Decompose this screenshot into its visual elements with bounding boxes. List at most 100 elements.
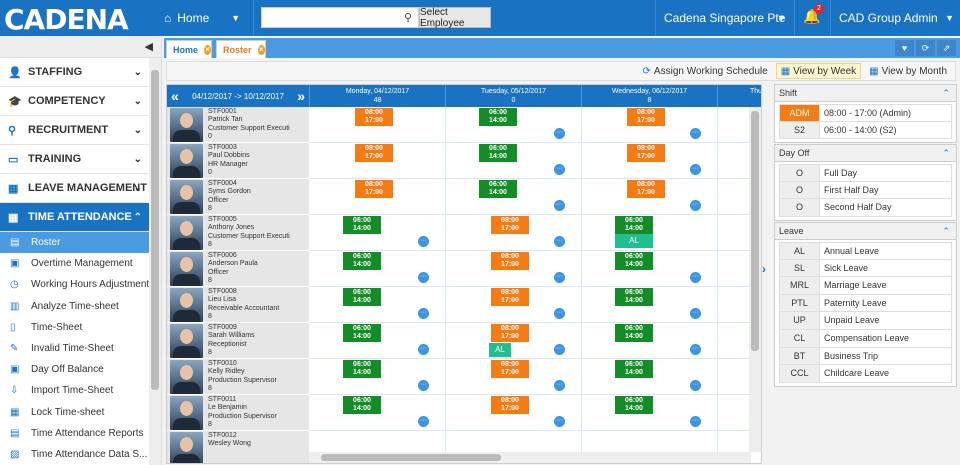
leave-row[interactable]: AL Annual Leave — [779, 242, 952, 260]
grid-horizontal-scrollbar[interactable] — [309, 452, 751, 463]
more-options-icon[interactable]: ··· — [690, 344, 701, 355]
leave-row[interactable]: MRL Marriage Leave — [779, 277, 952, 295]
sidebar-item-time-sheet[interactable]: ▯ Time-Sheet — [10, 321, 83, 333]
employee-row[interactable]: STF0005 Anthony Jones Customer Support Exe… — [167, 215, 309, 251]
shift-block[interactable]: 08:00 17:00 — [491, 252, 529, 270]
leave-row[interactable]: BT Business Trip — [779, 347, 952, 366]
more-options-icon[interactable]: ··· — [690, 272, 701, 283]
more-options-icon[interactable]: ··· — [554, 128, 565, 139]
employee-row[interactable]: STF0009 Sarah Williams Receptionist 8 — [167, 323, 309, 359]
more-options-icon[interactable]: ··· — [690, 416, 701, 427]
tab-roster[interactable]: Roster × — [216, 40, 266, 58]
more-options-icon[interactable]: ··· — [418, 344, 429, 355]
employee-row[interactable]: STF0008 Lieu Lisa Receivable Accountant 8 — [167, 287, 309, 323]
more-options-icon[interactable]: ··· — [554, 272, 565, 283]
chevron-right-icon[interactable]: › — [762, 262, 766, 276]
shift-block[interactable]: 08:00 17:00 — [627, 180, 665, 198]
shift-block[interactable]: 08:00 17:00 — [355, 108, 393, 126]
more-options-icon[interactable]: ··· — [418, 308, 429, 319]
employee-search-input[interactable]: ⚲ — [261, 7, 419, 28]
sidebar-item-invalid-time-sheet[interactable]: ✎ Invalid Time-Sheet — [10, 343, 114, 355]
shift-block[interactable]: 06:00 14:00 — [615, 396, 653, 414]
more-options-icon[interactable]: ··· — [554, 380, 565, 391]
sidebar-section-staffing[interactable]: 👤 STAFFING ⌄ — [0, 58, 150, 87]
more-options-icon[interactable]: ··· — [418, 236, 429, 247]
shift-block[interactable]: 08:00 17:00 — [491, 288, 529, 306]
employee-row[interactable]: STF0001 Patrick Tan Customer Support Execu… — [167, 107, 309, 143]
shift-block[interactable]: 06:00 14:00 — [479, 108, 517, 126]
shift-block[interactable]: 08:00 17:00 — [355, 180, 393, 198]
shift-block[interactable]: 08:00 17:00 — [355, 144, 393, 162]
chevron-up-icon[interactable]: ⌃ — [942, 226, 950, 236]
more-options-icon[interactable]: ··· — [554, 344, 565, 355]
cadena-logo[interactable]: CADENA — [4, 3, 129, 36]
sidebar-item-time-attendance-reports[interactable]: ▤ Time Attendance Reports — [10, 427, 144, 439]
shift-block[interactable]: 06:00 14:00 — [479, 180, 517, 198]
tab-home[interactable]: Home × — [166, 40, 212, 58]
more-options-icon[interactable]: ··· — [418, 416, 429, 427]
assign-working-schedule-button[interactable]: ⟳ Assign Working Schedule — [642, 65, 768, 77]
shift-block[interactable]: 06:00 14:00 — [343, 288, 381, 306]
sidebar-item-time-attendance-data[interactable]: ▨ Time Attendance Data S... — [10, 448, 148, 460]
grid-vertical-scroll-thumb[interactable] — [751, 111, 759, 351]
more-options-icon[interactable]: ··· — [690, 164, 701, 175]
shift-block[interactable]: 08:00 17:00 — [491, 324, 529, 342]
leave-row[interactable]: PTL Paternity Leave — [779, 294, 952, 313]
sidebar-item-analyze-time-sheet[interactable]: ▥ Analyze Time-sheet — [10, 300, 119, 312]
shift-block[interactable]: 06:00 14:00 — [615, 216, 653, 234]
shift-block[interactable]: 08:00 17:00 — [627, 108, 665, 126]
sidebar-item-overtime-management[interactable]: ▣ Overtime Management — [10, 258, 133, 270]
annual-leave-marker[interactable]: AL — [489, 343, 511, 357]
day-off-panel-header[interactable]: Day Off ⌃ — [775, 145, 956, 162]
refresh-icon[interactable]: ⟳ — [916, 40, 935, 56]
more-options-icon[interactable]: ··· — [418, 380, 429, 391]
more-options-icon[interactable]: ··· — [554, 236, 565, 247]
day-off-row[interactable]: O Second Half Day — [779, 199, 952, 217]
annual-leave-marker[interactable]: AL — [615, 234, 653, 248]
employee-row[interactable]: STF0010 Kelly Ridley Production Supervisor… — [167, 359, 309, 395]
shift-panel-header[interactable]: Shift ⌃ — [775, 85, 956, 102]
grid-vertical-scrollbar[interactable] — [749, 107, 761, 452]
employee-row[interactable]: STF0012 Wesley Wong — [167, 431, 309, 463]
employee-row[interactable]: STF0003 Paul Dobbins HR Manager 0 — [167, 143, 309, 179]
shift-block[interactable]: 08:00 17:00 — [491, 360, 529, 378]
previous-week-icon[interactable]: « — [171, 88, 179, 104]
shift-block[interactable]: 08:00 17:00 — [491, 396, 529, 414]
chevron-up-icon[interactable]: ⌃ — [942, 148, 950, 158]
sidebar-section-leave-management[interactable]: ▦ LEAVE MANAGEMENT ⌄ — [0, 174, 150, 203]
company-selector[interactable]: Cadena Singapore Pte ▼ — [655, 0, 795, 36]
shift-block[interactable]: 06:00 14:00 — [615, 288, 653, 306]
close-icon[interactable]: × — [204, 44, 211, 55]
more-options-icon[interactable]: ··· — [690, 128, 701, 139]
sidebar-section-recruitment[interactable]: ⚲ RECRUITMENT ⌄ — [0, 116, 150, 145]
more-options-icon[interactable]: ··· — [690, 380, 701, 391]
sidebar-item-import-time-sheet[interactable]: ⇩ Import Time-Sheet — [10, 385, 114, 397]
sidebar-item-working-hours-adjustment[interactable]: ◷ Working Hours Adjustment — [10, 279, 150, 291]
shift-block[interactable]: 06:00 14:00 — [479, 144, 517, 162]
employee-row[interactable]: STF0006 Anderson Paula Officer 8 — [167, 251, 309, 287]
more-options-icon[interactable]: ··· — [418, 272, 429, 283]
heart-icon[interactable]: ♥ — [895, 40, 914, 56]
grid-horizontal-scroll-thumb[interactable] — [321, 454, 501, 461]
shift-block[interactable]: 06:00 14:00 — [343, 252, 381, 270]
day-off-row[interactable]: O First Half Day — [779, 181, 952, 200]
sidebar-section-training[interactable]: ▭ TRAINING ⌄ — [0, 145, 150, 174]
shift-block[interactable]: 06:00 14:00 — [343, 216, 381, 234]
sidebar-item-roster[interactable]: ▤ Roster — [0, 232, 150, 254]
shift-block[interactable]: 06:00 14:00 — [343, 360, 381, 378]
shift-block[interactable]: 06:00 14:00 — [343, 324, 381, 342]
sidebar-scrollbar[interactable] — [149, 58, 161, 465]
close-icon[interactable]: × — [257, 44, 265, 55]
shift-block[interactable]: 06:00 14:00 — [615, 252, 653, 270]
leave-row[interactable]: UP Unpaid Leave — [779, 312, 952, 330]
more-options-icon[interactable]: ··· — [554, 200, 565, 211]
more-options-icon[interactable]: ··· — [554, 164, 565, 175]
sidebar-item-day-off-balance[interactable]: ▣ Day Off Balance — [10, 364, 104, 376]
shift-block[interactable]: 06:00 14:00 — [615, 360, 653, 378]
day-off-row[interactable]: O Full Day — [779, 164, 952, 182]
home-menu[interactable]: ⌂ Home ▼ — [164, 0, 254, 36]
leave-row[interactable]: CCL Childcare Leave — [779, 365, 952, 383]
user-menu[interactable]: CAD Group Admin ▼ — [830, 0, 960, 36]
sidebar-item-lock-time-sheet[interactable]: ▦ Lock Time-sheet — [10, 406, 105, 418]
collapse-sidebar-icon[interactable]: ◀ — [0, 36, 161, 58]
